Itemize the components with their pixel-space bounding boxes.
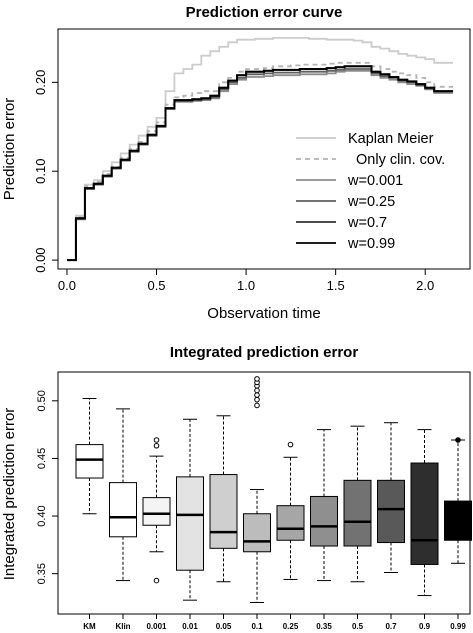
box-0.05	[209, 415, 238, 583]
boxplot-x-tick-label: 0.7	[385, 622, 397, 631]
curve-line-series-0	[67, 37, 453, 261]
legend-label-1: Only clin. cov.	[356, 152, 445, 168]
curve-series-lines	[67, 37, 454, 262]
box-body	[410, 462, 439, 565]
integrated-prediction-error-panel: Integrated prediction error KM Klin 0.001 0…	[1, 344, 472, 631]
box-0.5	[343, 425, 372, 583]
curve-line-series-5	[67, 65, 454, 262]
box-0.001	[142, 437, 171, 584]
outlier-point	[254, 396, 260, 403]
outlier-point	[287, 441, 294, 448]
box-body	[176, 476, 204, 571]
curve-x-axis-label: Observation time	[207, 305, 320, 322]
boxplot-boxes	[75, 376, 472, 603]
outlier-point	[254, 402, 260, 409]
curve-x-tick-label: 2.0	[416, 278, 434, 293]
box-body	[75, 444, 104, 479]
curve-y-tick-label: 0.20	[33, 70, 48, 95]
boxplot-y-tick-label: 0.45	[36, 448, 48, 469]
curve-x-tick-label: 1.5	[327, 278, 345, 293]
box-body	[276, 505, 305, 541]
box-body	[142, 497, 171, 526]
box-body	[377, 479, 405, 544]
outlier-point	[153, 437, 160, 443]
outlier-point	[455, 437, 461, 443]
legend-label-5: w=0.99	[347, 236, 395, 252]
curve-x-tick-label: 0.0	[58, 278, 76, 293]
outlier-point	[153, 577, 160, 584]
boxplot-x-tick-label: Klin	[115, 622, 130, 631]
box-body	[310, 495, 338, 547]
outlier-point	[254, 387, 260, 394]
boxplot-x-tick-label: 0.9	[419, 622, 431, 631]
legend-label-4: w=0.7	[347, 215, 387, 231]
boxplot-x-tick-label: 0.35	[316, 622, 332, 631]
outlier-point	[153, 442, 160, 449]
box-KM	[75, 398, 104, 515]
boxplot-y-axis: 0.35 0.40 0.45 0.50	[36, 390, 59, 584]
curve-title: Prediction error curve	[186, 4, 343, 21]
box-0.7	[377, 422, 405, 574]
box-body	[209, 474, 238, 549]
box-body	[243, 513, 271, 553]
boxplot-x-tick-label: 0.01	[182, 622, 198, 631]
box-0.1	[243, 376, 271, 603]
boxplot-y-tick-label: 0.50	[36, 390, 48, 411]
curve-y-tick-label: 0.00	[33, 247, 48, 272]
curve-plot-frame	[57, 28, 471, 270]
legend-label-3: w=0.25	[347, 194, 395, 210]
boxplot-y-axis-label: Integrated prediction error	[1, 408, 18, 581]
boxplot-x-tick-label: KM	[83, 622, 96, 631]
curve-x-axis: 0.0 0.5 1.0 1.5 2.0	[58, 268, 434, 293]
legend-label-2: w=0.001	[347, 173, 403, 189]
box-Klin	[109, 408, 137, 582]
curve-y-axis-label: Prediction error	[1, 98, 18, 201]
boxplot-y-tick-label: 0.40	[36, 505, 48, 526]
box-0.35	[310, 429, 338, 582]
box-0.9	[410, 429, 439, 597]
box-0.01	[176, 418, 204, 601]
curve-line-series-1	[67, 61, 453, 261]
outlier-point	[254, 392, 260, 398]
boxplot-x-tick-label: 0.5	[352, 622, 364, 631]
curve-y-axis: 0.00 0.10 0.20	[33, 70, 59, 273]
curve-legend: Kaplan Meier Only clin. cov. w=0.001 w=0.25…	[296, 131, 445, 252]
boxplot-x-tick-label: 0.05	[216, 622, 232, 631]
prediction-error-curve-panel: Prediction error curve 0.0 0.5 1.0 1.5 2.0 0…	[1, 4, 471, 322]
box-body	[109, 482, 137, 538]
legend-label-0: Kaplan Meier	[348, 131, 434, 147]
curve-y-tick-label: 0.10	[33, 159, 48, 184]
curve-x-tick-label: 0.5	[147, 278, 165, 293]
boxplot-x-tick-label: 0.99	[450, 622, 466, 631]
curve-x-tick-label: 1.0	[237, 278, 255, 293]
boxplot-x-tick-label: 0.001	[146, 622, 167, 631]
outlier-point	[254, 376, 260, 382]
boxplot-x-axis: KM Klin 0.001 0.01 0.05 0.1 0.25 0.35 0.5 0.7 0.9 0…	[83, 613, 466, 631]
boxplot-x-tick-label: 0.25	[283, 622, 299, 631]
box-0.99	[444, 437, 472, 564]
boxplot-x-tick-label: 0.1	[251, 622, 263, 631]
boxplot-y-tick-label: 0.35	[36, 563, 48, 584]
boxplot-title: Integrated prediction error	[170, 344, 359, 361]
box-0.25	[276, 441, 305, 580]
box-body	[343, 479, 372, 547]
